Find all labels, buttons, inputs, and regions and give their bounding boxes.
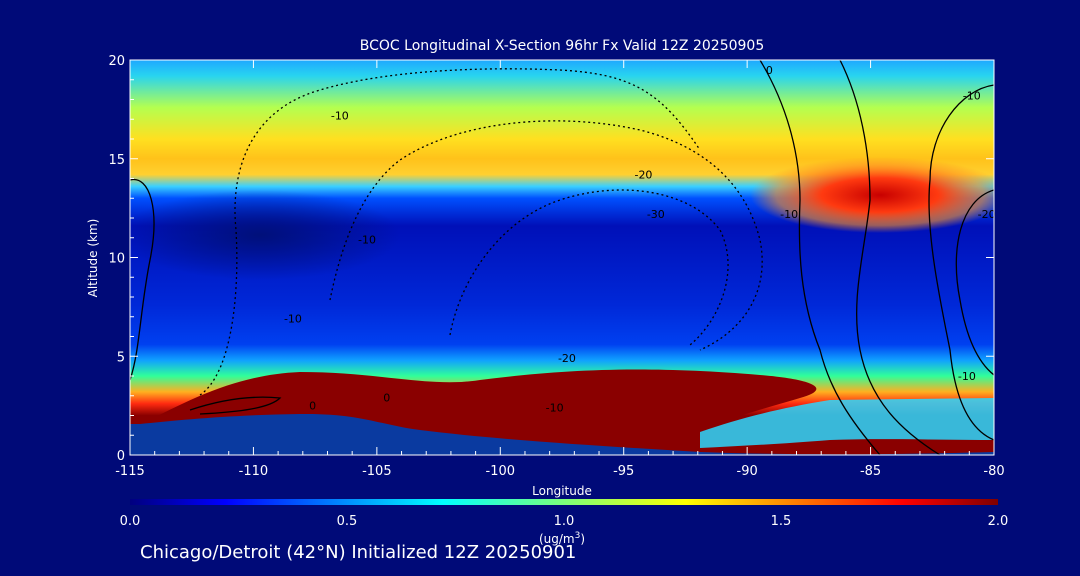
chart-title: BCOC Longitudinal X-Section 96hr Fx Vali…	[360, 38, 764, 54]
contour-labels: -10 -20 -30 -10 -10 -20 -10 -20 -10 0 0 -10 -10 0	[284, 64, 996, 415]
contour-label: 0	[309, 400, 316, 413]
contour-label: -10	[358, 234, 376, 247]
contour-label: -10	[780, 208, 798, 221]
shading-low-upper-left	[130, 190, 400, 280]
y-tick-label: 0	[117, 449, 125, 464]
colorbar-tick-label: 1.5	[771, 514, 792, 529]
contour-label: -20	[978, 208, 996, 221]
terrain	[130, 413, 994, 455]
colorbar-gradient	[130, 499, 998, 505]
y-tick-label: 20	[108, 54, 125, 69]
colorbar-unit: (ug/m3)	[539, 531, 585, 546]
footer-caption: Chicago/Detroit (42°N) Initialized 12Z 2…	[140, 542, 577, 563]
contour-label: -10	[546, 402, 564, 415]
colorbar-tick-label: 1.0	[554, 514, 575, 529]
x-tick-label: -90	[737, 464, 758, 479]
x-tick-label: -95	[613, 464, 634, 479]
y-tick-label: 15	[108, 153, 125, 168]
contour-label: -10	[331, 109, 349, 122]
x-axis-label: Longitude	[532, 484, 592, 498]
colorbar-unit-base: (ug/m	[539, 532, 575, 546]
x-tick-label: -100	[486, 464, 516, 479]
contour-label: -10	[958, 370, 976, 383]
temperature-contours	[130, 60, 994, 455]
plot-area	[130, 60, 994, 455]
colorbar-tick-label: 2.0	[988, 514, 1009, 529]
y-axis: 0 5 10 15 20	[108, 54, 994, 464]
x-tick-label: -105	[362, 464, 392, 479]
y-tick-label: 5	[117, 350, 125, 365]
x-tick-label: -110	[239, 464, 269, 479]
shading-hotspot-upper-right	[750, 157, 994, 233]
x-axis: -115 -110 -105 -100 -95 -90 -85 -80	[115, 60, 1005, 479]
contour-label: 0	[383, 392, 390, 405]
y-axis-label: Altitude (km)	[86, 219, 100, 298]
colorbar-tick-label: 0.5	[337, 514, 358, 529]
colorbar-ticks: 0.0 0.5 1.0 1.5 2.0	[120, 514, 1009, 529]
contour-label: -20	[634, 169, 652, 182]
contour-label: -20	[558, 352, 576, 365]
colorbar-tick-label: 0.0	[120, 514, 141, 529]
colorbar: 0.0 0.5 1.0 1.5 2.0 (ug/m3)	[120, 499, 1009, 546]
contour-label: -30	[647, 208, 665, 221]
x-tick-label: -85	[860, 464, 881, 479]
contour-label: -10	[963, 90, 981, 103]
y-tick-label: 10	[108, 252, 125, 267]
colorbar-unit-sup: 3	[575, 531, 581, 541]
colorbar-unit-close: )	[580, 532, 585, 546]
contour-label: 0	[766, 64, 773, 77]
x-tick-label: -80	[983, 464, 1004, 479]
x-tick-label: -115	[115, 464, 145, 479]
contour-label: -10	[284, 313, 302, 326]
shading-lower-band	[700, 398, 994, 448]
